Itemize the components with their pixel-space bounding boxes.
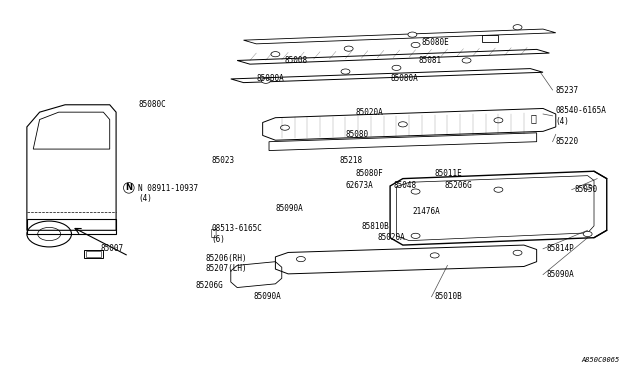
Text: 85080E: 85080E xyxy=(422,38,450,46)
Circle shape xyxy=(583,184,592,189)
Circle shape xyxy=(513,25,522,30)
Text: Ⓢ: Ⓢ xyxy=(531,113,536,123)
Circle shape xyxy=(411,189,420,194)
Text: 85011E: 85011E xyxy=(435,169,463,177)
Text: A850C0065: A850C0065 xyxy=(581,357,620,363)
Text: 85206G: 85206G xyxy=(196,281,223,290)
Circle shape xyxy=(411,42,420,48)
Text: 85080A: 85080A xyxy=(256,74,284,83)
Text: 85048: 85048 xyxy=(394,182,417,190)
Text: 85090A: 85090A xyxy=(546,270,574,279)
Text: 62673A: 62673A xyxy=(346,182,373,190)
Circle shape xyxy=(271,52,280,57)
Text: 85020A: 85020A xyxy=(355,108,383,117)
Circle shape xyxy=(280,125,289,130)
Circle shape xyxy=(411,233,420,238)
Circle shape xyxy=(494,118,503,123)
Circle shape xyxy=(392,65,401,70)
Circle shape xyxy=(344,46,353,51)
Text: 85090A: 85090A xyxy=(253,292,281,301)
Circle shape xyxy=(583,231,592,237)
Text: 85080F: 85080F xyxy=(355,169,383,177)
Text: 85218: 85218 xyxy=(339,155,362,165)
Text: 85090A: 85090A xyxy=(275,203,303,213)
Circle shape xyxy=(494,187,503,192)
Text: 85810B: 85810B xyxy=(362,222,389,231)
Circle shape xyxy=(341,69,350,74)
Text: 85206G: 85206G xyxy=(444,182,472,190)
Circle shape xyxy=(430,253,439,258)
Text: 85080: 85080 xyxy=(346,130,369,139)
Circle shape xyxy=(261,78,270,83)
Text: 08513-6165C
(6): 08513-6165C (6) xyxy=(212,224,262,244)
Text: 85206(RH)
85207(LH): 85206(RH) 85207(LH) xyxy=(205,254,247,273)
Text: 85010B: 85010B xyxy=(435,292,463,301)
Circle shape xyxy=(408,32,417,37)
Bar xyxy=(86,251,101,257)
Circle shape xyxy=(398,122,407,127)
Text: 85007: 85007 xyxy=(100,244,124,253)
Circle shape xyxy=(296,257,305,262)
Text: 85050: 85050 xyxy=(575,185,598,194)
Text: 85008: 85008 xyxy=(285,56,308,65)
Text: 85081: 85081 xyxy=(419,56,442,65)
Text: N: N xyxy=(125,183,132,192)
Text: N 08911-10937
(4): N 08911-10937 (4) xyxy=(138,184,198,203)
Bar xyxy=(483,35,499,42)
Text: 85080C: 85080C xyxy=(138,100,166,109)
Text: 21476A: 21476A xyxy=(412,207,440,217)
Text: 85814P: 85814P xyxy=(546,244,574,253)
Text: Ⓢ: Ⓢ xyxy=(211,227,216,237)
Bar xyxy=(84,250,103,258)
Text: 85020A: 85020A xyxy=(378,233,405,242)
Circle shape xyxy=(513,250,522,256)
Text: 85220: 85220 xyxy=(556,137,579,146)
Text: 85023: 85023 xyxy=(212,155,235,165)
Text: 08540-6165A
(4): 08540-6165A (4) xyxy=(556,106,607,125)
Circle shape xyxy=(462,58,471,63)
Text: 85237: 85237 xyxy=(556,86,579,94)
Text: 85080A: 85080A xyxy=(390,74,418,83)
